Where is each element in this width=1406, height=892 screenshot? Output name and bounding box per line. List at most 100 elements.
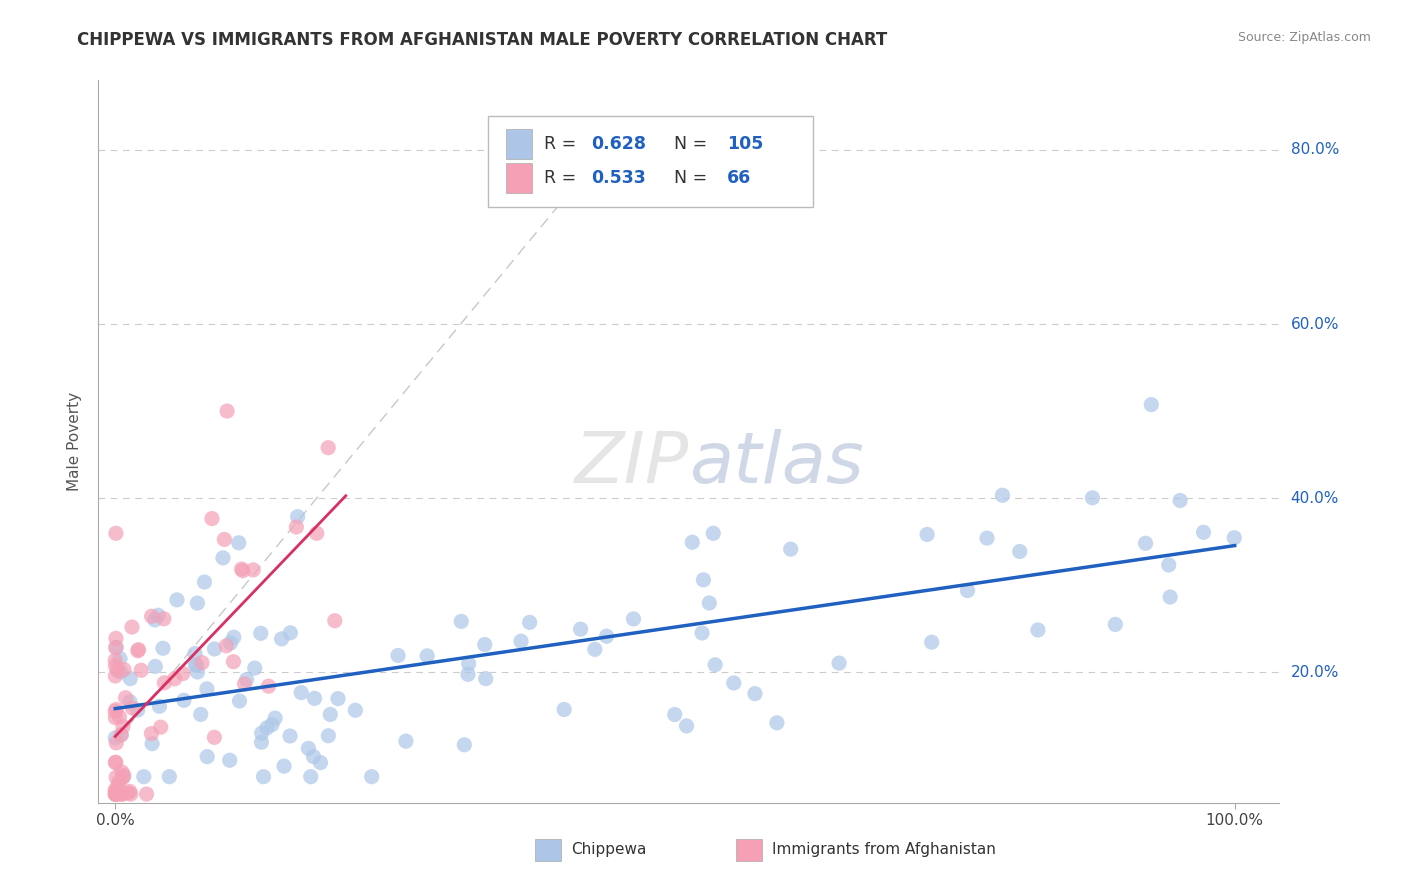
Point — [110, 728, 132, 742]
Point — [153, 612, 176, 626]
Text: N =: N = — [673, 169, 713, 186]
Point — [1159, 590, 1181, 604]
Point — [1081, 491, 1104, 505]
Point — [264, 711, 287, 725]
Point — [104, 704, 127, 718]
Point — [457, 667, 479, 681]
Point — [173, 693, 195, 707]
Point — [519, 615, 541, 630]
Point — [697, 596, 720, 610]
Point — [690, 626, 713, 640]
Point — [186, 665, 208, 679]
Point — [214, 533, 236, 547]
Point — [344, 703, 367, 717]
Point — [232, 564, 254, 578]
Point — [152, 641, 174, 656]
Point — [474, 672, 496, 686]
Point — [921, 635, 943, 649]
Point — [135, 787, 157, 801]
Point — [228, 694, 250, 708]
Point — [107, 664, 129, 678]
Point — [111, 719, 134, 733]
Point — [111, 765, 134, 780]
Text: N =: N = — [673, 135, 713, 153]
Point — [110, 728, 132, 742]
Point — [256, 721, 278, 735]
Point — [1140, 398, 1163, 412]
Point — [191, 656, 214, 670]
Point — [664, 707, 686, 722]
Point — [104, 787, 127, 801]
Point — [416, 648, 439, 663]
Point — [231, 562, 253, 576]
Point — [111, 787, 134, 801]
Point — [104, 669, 127, 683]
Bar — [536, 838, 561, 861]
Point — [204, 642, 226, 657]
Point — [217, 404, 239, 418]
Point — [132, 770, 155, 784]
Point — [219, 636, 242, 650]
Point — [104, 632, 127, 646]
Point — [387, 648, 409, 663]
Point — [107, 779, 129, 793]
Point — [120, 787, 142, 801]
Point — [166, 593, 188, 607]
Point — [235, 673, 257, 687]
Point — [149, 720, 172, 734]
Point — [595, 629, 617, 643]
Point — [104, 756, 127, 770]
Text: 0.628: 0.628 — [591, 135, 645, 153]
Point — [453, 738, 475, 752]
Point — [105, 770, 128, 784]
Point — [304, 691, 326, 706]
Point — [108, 710, 131, 724]
Point — [302, 749, 325, 764]
Point — [450, 615, 472, 629]
Point — [104, 659, 127, 673]
Point — [305, 526, 328, 541]
Point — [1223, 531, 1246, 545]
Point — [270, 632, 292, 646]
Point — [273, 759, 295, 773]
Point — [915, 527, 938, 541]
Point — [553, 702, 575, 716]
Point — [326, 691, 349, 706]
Point — [127, 644, 149, 658]
Point — [112, 768, 135, 782]
Point — [153, 675, 176, 690]
Point — [243, 661, 266, 675]
Point — [112, 663, 135, 677]
Bar — [737, 838, 762, 861]
Point — [318, 729, 340, 743]
Point — [104, 710, 127, 724]
Point — [104, 640, 127, 655]
Point — [118, 695, 141, 709]
Point — [1168, 493, 1191, 508]
FancyBboxPatch shape — [488, 117, 813, 207]
Point — [991, 488, 1014, 502]
Point — [681, 535, 703, 549]
Point — [141, 609, 163, 624]
Point — [186, 658, 208, 673]
Point — [157, 770, 180, 784]
Point — [105, 736, 128, 750]
Point — [1026, 623, 1049, 637]
Point — [104, 526, 127, 541]
Point — [252, 770, 274, 784]
Point — [250, 726, 273, 740]
Text: 60.0%: 60.0% — [1291, 317, 1339, 332]
Point — [120, 672, 142, 686]
Text: atlas: atlas — [689, 429, 863, 498]
Point — [111, 771, 134, 785]
Point — [118, 784, 141, 798]
Point — [141, 737, 163, 751]
Point — [309, 756, 332, 770]
Point — [675, 719, 697, 733]
Point — [1104, 617, 1126, 632]
Point — [108, 651, 131, 665]
Point — [323, 614, 346, 628]
Point — [250, 735, 273, 749]
Point — [215, 639, 238, 653]
Point — [163, 672, 186, 686]
